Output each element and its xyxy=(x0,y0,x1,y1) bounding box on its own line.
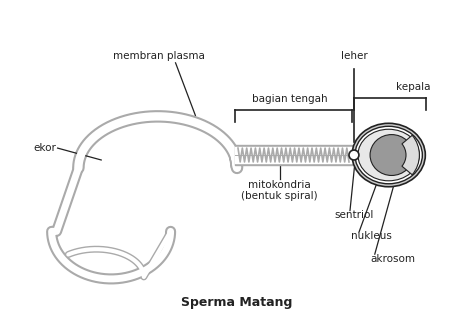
Text: sentriol: sentriol xyxy=(334,210,374,220)
Text: bagian tengah: bagian tengah xyxy=(252,94,328,105)
Ellipse shape xyxy=(355,126,422,184)
Text: ekor: ekor xyxy=(34,143,56,153)
Text: nukleus: nukleus xyxy=(351,231,392,241)
Circle shape xyxy=(349,150,359,160)
Text: akrosom: akrosom xyxy=(371,254,416,264)
Text: Sperma Matang: Sperma Matang xyxy=(182,296,292,309)
Text: mitokondria
(bentuk spiral): mitokondria (bentuk spiral) xyxy=(241,180,318,201)
Wedge shape xyxy=(402,135,419,175)
Ellipse shape xyxy=(352,123,425,187)
Text: leher: leher xyxy=(341,51,367,61)
Ellipse shape xyxy=(358,129,419,181)
Ellipse shape xyxy=(370,135,413,175)
Text: membran plasma: membran plasma xyxy=(113,51,205,61)
Text: kepala: kepala xyxy=(396,82,431,92)
